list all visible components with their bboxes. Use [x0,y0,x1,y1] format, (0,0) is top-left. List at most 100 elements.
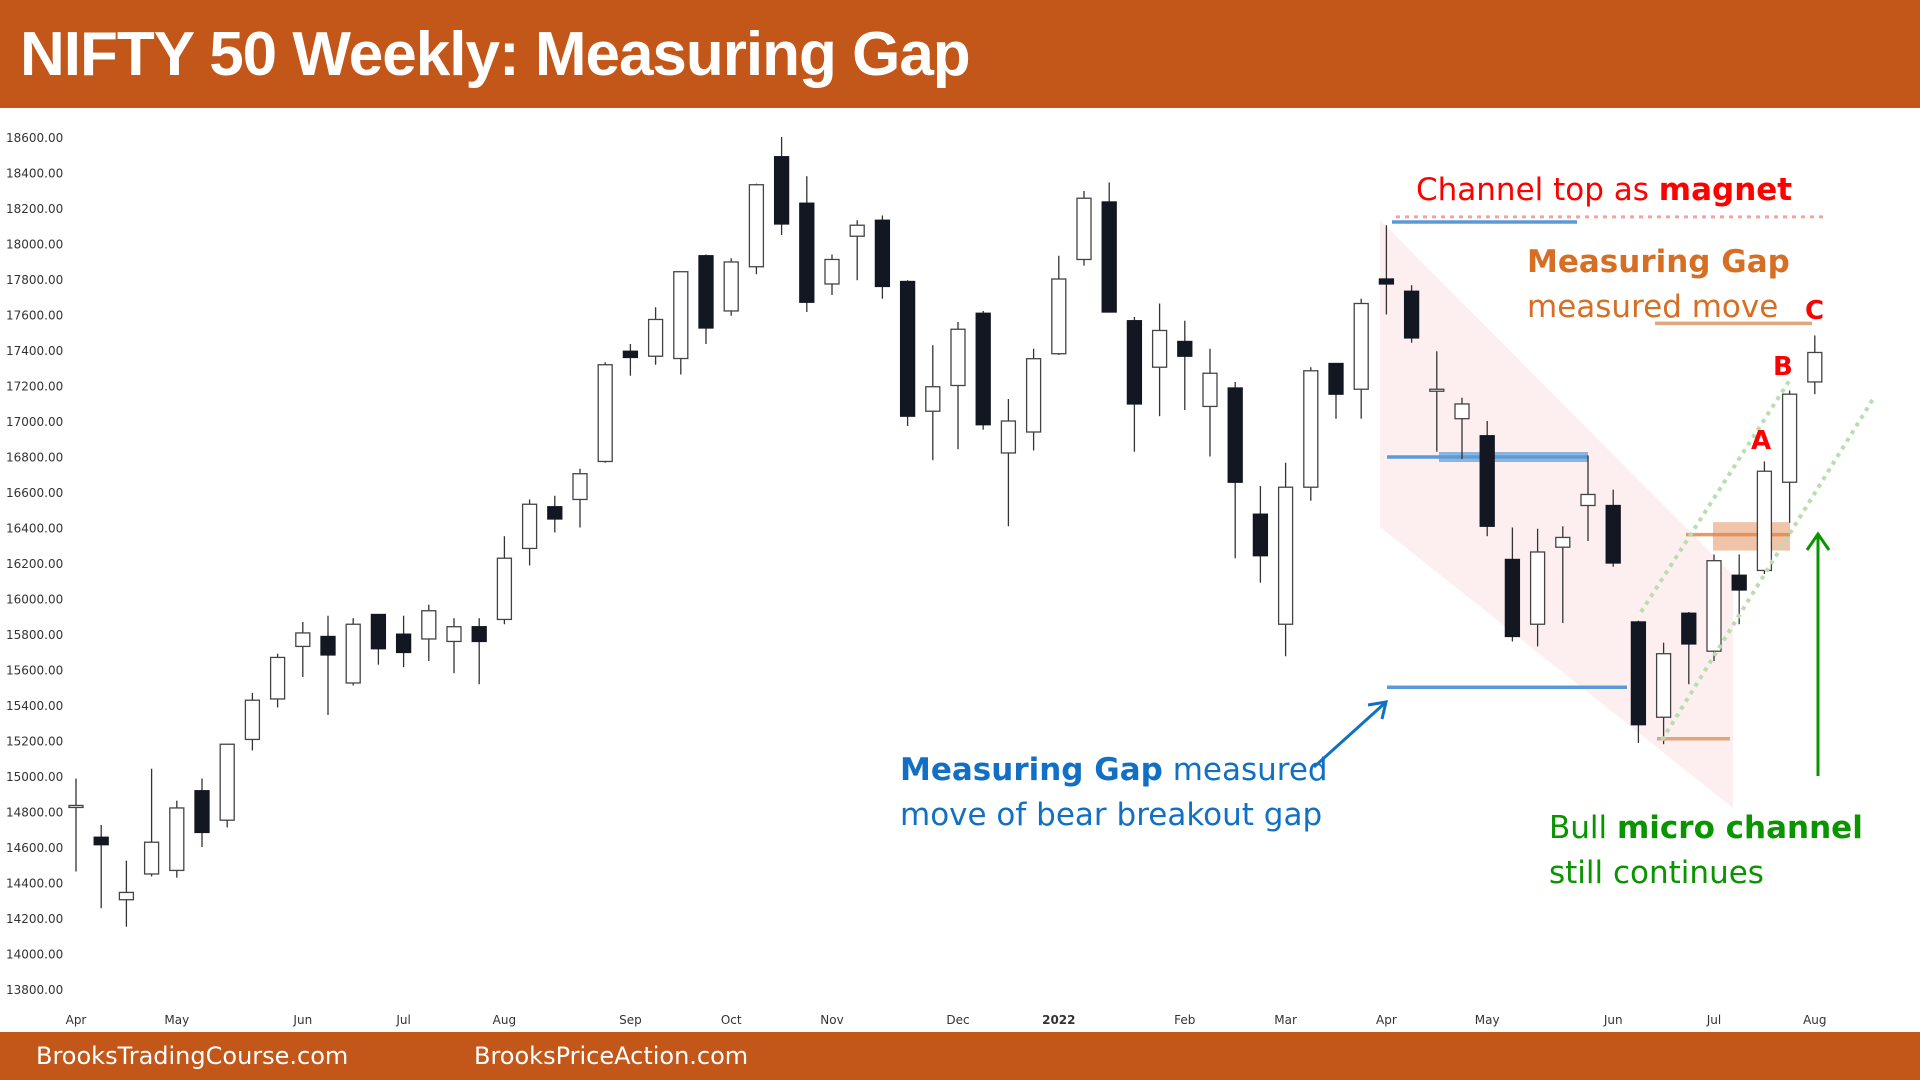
y-tick-label: 18000.00 [6,238,63,252]
bull-candle-body [295,632,311,648]
candle [1252,485,1269,583]
bull-candle-body [143,841,160,875]
bear-candle-body [799,202,815,303]
candle [1429,351,1445,452]
measured-move-label: measured move [1527,289,1779,325]
candle [723,258,739,316]
bear-candle-body [899,280,916,417]
brooks-trading-course-link[interactable]: BrooksTradingCourse.com [36,1042,349,1070]
x-tick-label: Oct [721,1013,742,1027]
bear-candle-body [1731,574,1747,591]
y-tick-label: 17000.00 [6,415,63,429]
candle [1076,190,1092,266]
bear-candle-body [698,255,714,329]
bull-candle-body [1000,420,1017,454]
orange-gap-band [1713,522,1790,551]
y-tick-label: 14000.00 [6,948,63,962]
bear-candle-body [1101,201,1117,313]
candle [673,271,689,375]
candlestick-chart: 18600.00 18400.00 18200.00 18000.00 17800.00… [0,108,1920,1032]
candle [1303,367,1319,501]
candle [345,618,361,686]
bear-candle-body [874,219,891,288]
candle [1202,348,1218,457]
bull-candle-body [1781,393,1798,483]
y-tick-label: 14400.00 [6,877,63,891]
bull-candle-body [244,699,261,741]
bull-candle-body [1429,388,1445,392]
x-tick-label: Jul [395,1013,410,1027]
y-tick-label: 17600.00 [6,309,63,323]
candle [647,307,664,365]
candle [1731,554,1747,625]
candles [68,137,1823,927]
candle [597,362,613,463]
bear-candle-body [370,613,387,650]
bull-candle-body [421,610,437,640]
bear-candle-body [1605,504,1621,564]
bull-candle-body [1303,370,1319,488]
y-tick-label: 16000.00 [6,593,63,607]
x-tick-label: Mar [1274,1013,1297,1027]
bull-candle-body [1655,653,1672,718]
y-tick-label: 18600.00 [6,131,63,145]
bull-candle-body [748,184,765,268]
blue-arrow-icon [1312,701,1387,769]
bull-candle-body [1025,358,1042,433]
brooks-price-action-link[interactable]: BrooksPriceAction.com [474,1042,749,1070]
bear-candle-body [1227,387,1243,483]
y-tick-label: 13800.00 [6,983,63,997]
bull-candle-body [1051,278,1067,355]
bear-candle-body [320,635,336,656]
candle [773,137,790,235]
x-axis: Apr May Jun Jul Aug Sep Oct Nov Dec 2022 Feb Mar Apr… [66,1013,1827,1027]
bear-gap-annotation: Measuring Gap measured move of bear brea… [900,752,1328,833]
candle [899,280,916,426]
bear-candle-body [395,633,412,654]
page-title: NIFTY 50 Weekly: Measuring Gap [20,20,971,89]
candle [1706,554,1722,661]
y-tick-label: 16200.00 [6,557,63,571]
y-tick-label: 17800.00 [6,273,63,287]
bull-candle-body [1202,372,1218,408]
y-tick-label: 17400.00 [6,344,63,358]
candle [194,778,210,847]
micro-channel-annotation: Bull micro channel still continues [1549,810,1863,891]
bull-candle-body [269,656,286,700]
bear-candle-body [622,350,639,359]
bear-candle-body [1126,320,1143,405]
y-tick-label: 16400.00 [6,522,63,536]
bull-candle-body [572,473,588,501]
candle [219,743,235,828]
bull-candle-body [1555,536,1571,548]
candle [1051,255,1067,355]
bull-candle-body [925,386,941,412]
bull-candle-body [1151,329,1168,368]
candle [1328,362,1344,419]
bull-candle-body [1580,493,1596,507]
bull-candle-body [118,891,135,901]
bear-candle-body [975,312,991,426]
candle [496,536,513,625]
candle [93,824,109,909]
candle [143,768,160,877]
bull-candle-body [1807,351,1823,383]
candle [295,621,311,677]
y-tick-label: 14600.00 [6,841,63,855]
candle [1151,303,1168,417]
candle [1479,421,1495,537]
x-tick-label: Apr [1376,1013,1397,1027]
candle [1504,527,1521,642]
candle [698,254,714,344]
bear-candle-body [1504,558,1521,638]
candle [1227,381,1243,559]
x-tick-label: May [1475,1013,1500,1027]
bear-candle-body [1378,278,1395,285]
bull-candle-body [1529,551,1546,625]
candle [370,613,387,665]
y-tick-label: 16600.00 [6,486,63,500]
candle [925,345,941,461]
y-tick-label: 15200.00 [6,735,63,749]
label-b: B [1773,352,1793,382]
bear-candle-body [1328,362,1344,395]
